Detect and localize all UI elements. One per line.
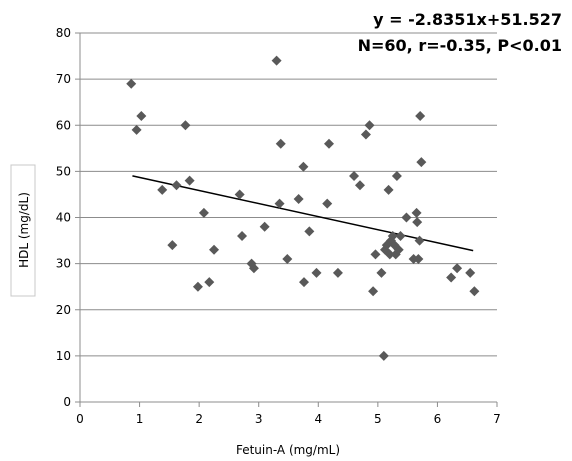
data-point	[387, 230, 398, 241]
trendline	[132, 175, 474, 252]
data-point	[354, 180, 365, 191]
equation-annotation: y = -2.8351x+51.527	[373, 10, 562, 29]
y-tick-label: 20	[56, 303, 71, 317]
x-tick-label: 6	[434, 412, 442, 426]
data-point	[126, 78, 137, 89]
data-point	[370, 249, 381, 260]
y-tick-label: 10	[56, 349, 71, 363]
data-point	[311, 267, 322, 278]
data-point	[259, 221, 270, 232]
data-point	[452, 263, 463, 274]
data-point	[274, 198, 285, 209]
data-point	[401, 212, 412, 223]
data-point	[395, 230, 406, 241]
data-point	[237, 230, 248, 241]
axes	[75, 32, 498, 407]
data-point	[304, 226, 315, 237]
data-point	[136, 111, 147, 122]
y-tick-label: 30	[56, 257, 71, 271]
data-point	[415, 111, 426, 122]
data-point	[271, 55, 282, 66]
data-point	[465, 267, 476, 278]
x-tick-label: 3	[255, 412, 263, 426]
data-point	[322, 198, 333, 209]
y-tick-label: 70	[56, 72, 71, 86]
data-point	[167, 240, 178, 251]
y-axis-title: HDL (mg/dL)	[17, 192, 31, 268]
data-point	[180, 120, 191, 131]
data-point	[413, 254, 424, 265]
data-point	[332, 267, 343, 278]
x-tick-label: 4	[314, 412, 322, 426]
y-tick-label: 0	[63, 395, 71, 409]
data-point	[414, 235, 425, 246]
x-tick-label: 2	[195, 412, 203, 426]
data-point	[469, 286, 480, 297]
x-axis-title: Fetuin-A (mg/mL)	[236, 443, 340, 457]
y-tick-label: 40	[56, 211, 71, 225]
data-point	[275, 138, 286, 149]
gridlines	[80, 32, 497, 357]
data-point	[412, 217, 423, 228]
y-tick-labels: 0 10 20 30 40 50 60 70 80	[56, 26, 71, 409]
data-point	[248, 263, 259, 274]
data-point	[393, 244, 404, 255]
data-point	[446, 272, 457, 283]
data-point	[157, 184, 168, 195]
data-point	[384, 249, 395, 260]
data-point	[293, 194, 304, 205]
x-tick-label: 5	[374, 412, 382, 426]
y-tick-label: 60	[56, 118, 71, 132]
data-point	[381, 240, 392, 251]
data-point	[376, 267, 387, 278]
data-point	[364, 120, 375, 131]
data-points	[126, 55, 480, 361]
data-point	[349, 170, 360, 181]
data-point	[198, 207, 209, 218]
data-point	[192, 281, 203, 292]
data-point	[131, 124, 142, 135]
trendline-path	[132, 175, 474, 252]
data-point	[171, 180, 182, 191]
data-point	[209, 244, 220, 255]
stats-annotation: N=60, r=-0.35, P<0.01	[358, 36, 562, 55]
x-tick-labels: 0 1 2 3 4 5 6 7	[76, 412, 501, 426]
data-point	[184, 175, 195, 186]
data-point	[378, 350, 389, 361]
data-point	[298, 277, 309, 288]
x-tick-label: 0	[76, 412, 84, 426]
x-tick-label: 7	[493, 412, 501, 426]
data-point	[204, 277, 215, 288]
data-point	[282, 254, 293, 265]
y-axis-title-box	[10, 164, 36, 297]
y-tick-label: 80	[56, 26, 71, 40]
data-point	[411, 207, 422, 218]
data-point	[416, 157, 427, 168]
x-tick-label: 1	[136, 412, 144, 426]
data-point	[298, 161, 309, 172]
y-tick-label: 50	[56, 164, 71, 178]
data-point	[234, 189, 245, 200]
data-point	[368, 286, 379, 297]
data-point	[324, 138, 335, 149]
data-point	[391, 170, 402, 181]
data-point	[360, 129, 371, 140]
data-point	[383, 184, 394, 195]
